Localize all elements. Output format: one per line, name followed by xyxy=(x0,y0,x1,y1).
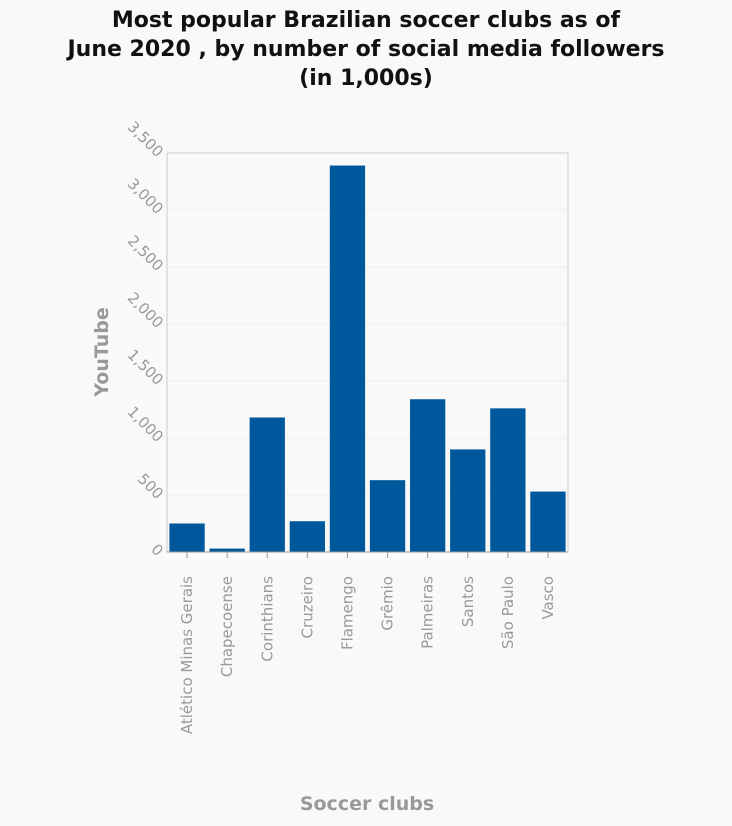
axes xyxy=(166,152,569,558)
bar xyxy=(169,523,205,552)
y-tick-label: 2,500 xyxy=(124,232,167,275)
y-tick-label: 3,000 xyxy=(124,175,167,218)
y-tick-labels: 0 500 1,000 1,500 2,000 2,500 3,000 3,500 xyxy=(124,118,167,560)
y-tick-label: 500 xyxy=(134,470,167,503)
y-tick-label: 1,000 xyxy=(124,403,167,446)
y-tick-label: 2,000 xyxy=(124,289,167,332)
bar xyxy=(369,480,406,552)
x-tick-label: Grêmio xyxy=(379,576,397,631)
x-tick-label: Atlético Minas Gerais xyxy=(178,576,196,734)
chart-title-line-3: (in 1,000s) xyxy=(299,66,433,91)
bar xyxy=(209,548,245,552)
bar xyxy=(530,491,566,552)
bar xyxy=(329,165,366,553)
y-tick-label: 0 xyxy=(147,540,166,559)
x-tick-label: Palmeiras xyxy=(419,576,437,649)
y-axis-title: YouTube xyxy=(91,307,113,397)
x-tick-labels: Atlético Minas Gerais Chapecoense Corinthi… xyxy=(178,576,557,734)
chart-title-line-1: Most popular Brazilian soccer clubs as o… xyxy=(111,8,621,33)
bar xyxy=(490,408,526,552)
x-tick-label: Flamengo xyxy=(338,576,356,650)
x-tick-label: Vasco xyxy=(539,576,557,620)
x-tick-label: Santos xyxy=(459,576,477,627)
x-tick-label: Chapecoense xyxy=(218,576,236,677)
bar xyxy=(450,449,486,552)
chart-title-line-2: June 2020 , by number of social media fo… xyxy=(67,37,665,62)
bar xyxy=(289,521,325,552)
y-tick-label: 1,500 xyxy=(124,346,167,389)
x-tick-label: São Paulo xyxy=(499,576,517,649)
chart-title: Most popular Brazilian soccer clubs as o… xyxy=(0,6,732,93)
x-axis-title: Soccer clubs xyxy=(300,793,434,815)
bars xyxy=(169,165,566,553)
bar xyxy=(249,417,285,552)
x-tick-label: Cruzeiro xyxy=(298,576,316,638)
bar xyxy=(410,399,446,552)
y-tick-label: 3,500 xyxy=(124,118,167,161)
x-tick-label: Corinthians xyxy=(258,576,276,662)
